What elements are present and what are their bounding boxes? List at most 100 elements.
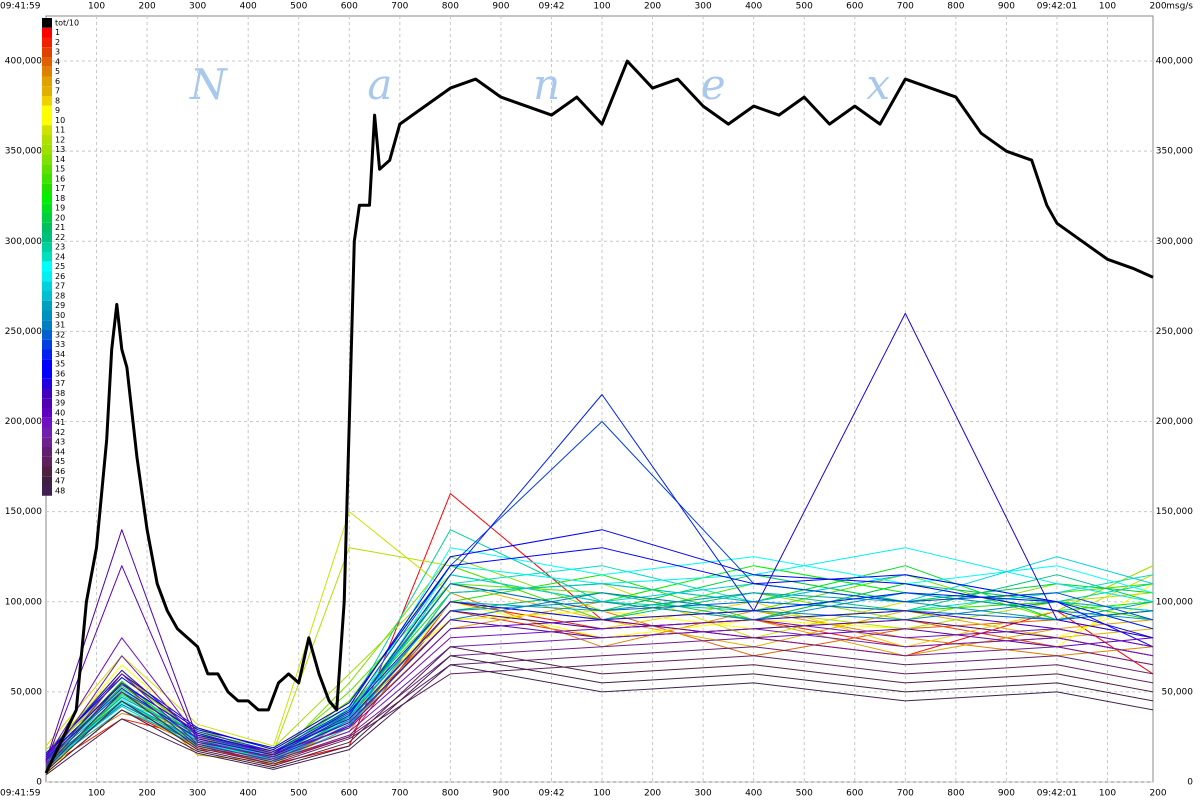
legend-label: 32: [55, 330, 65, 339]
x-tick-label: 800: [442, 789, 459, 799]
channel-line: [45, 664, 1154, 776]
legend-swatch: [42, 310, 52, 321]
legend-swatch: [42, 154, 52, 165]
x-tick-label-top: 600: [341, 2, 358, 12]
legend-label: 34: [55, 350, 65, 359]
legend-swatch: [42, 47, 52, 57]
y-tick-label: 400,000: [5, 57, 42, 67]
y-tick-label: 350,000: [5, 147, 42, 157]
x-tick-label-top: 400: [745, 2, 762, 12]
legend-swatch: [42, 359, 52, 369]
legend-swatch: [42, 144, 52, 155]
x-tick-label: 100: [88, 789, 105, 799]
legend-swatch: [42, 115, 52, 126]
legend-swatch: [42, 252, 52, 262]
x-tick-label: 300: [695, 789, 712, 799]
legend-label: 19: [55, 204, 65, 213]
channel-line: [45, 646, 1154, 772]
legend-swatch: [42, 349, 52, 360]
x-tick-label: 700: [897, 789, 914, 799]
legend-label: 18: [55, 194, 65, 203]
x-tick-label-top: 600: [846, 2, 863, 12]
x-tick-label-top: 200: [139, 2, 156, 12]
y-unit: msg/s: [1166, 2, 1193, 12]
legend-label: 36: [55, 369, 65, 378]
channel-line: [45, 619, 1154, 759]
channel-line: [45, 547, 1154, 770]
x-tick-label-top: 500: [796, 2, 813, 12]
legend-swatch: [42, 76, 52, 87]
legend-swatch: [42, 86, 52, 96]
legend-swatch: [42, 388, 52, 399]
y-tick-label: 200,000: [5, 417, 42, 427]
x-tick-label: 800: [947, 789, 964, 799]
legend-label: 46: [55, 467, 65, 476]
x-tick-label-top: 100: [593, 2, 610, 12]
legend-swatch: [42, 427, 52, 438]
legend-swatch: [42, 37, 52, 48]
legend-label: 47: [55, 477, 65, 486]
legend-label: 17: [55, 184, 65, 193]
legend-swatch: [42, 300, 52, 311]
legend-label: 28: [55, 291, 65, 300]
legend-label: 1: [55, 28, 60, 37]
y-tick-label-right: 100,000: [1156, 597, 1193, 607]
x-tick-label: 700: [391, 789, 408, 799]
legend-label: 44: [55, 447, 65, 456]
legend-label: 31: [55, 321, 65, 330]
x-tick-label: 200: [1149, 789, 1166, 799]
x-tick-label-top: 300: [189, 2, 206, 12]
x-tick-label: 400: [240, 789, 257, 799]
legend-swatch: [42, 96, 52, 106]
x-tick-label: 09:41:59: [0, 789, 41, 799]
y-tick-label-right: 0: [1187, 778, 1193, 788]
total-line: [44, 59, 1154, 774]
y-tick-label-right: 400,000: [1156, 57, 1193, 67]
x-tick-label: 200: [139, 789, 156, 799]
y-tick-label: 250,000: [5, 327, 42, 337]
legend-swatch: [42, 369, 52, 379]
legend-label: 29: [55, 301, 65, 310]
x-tick-label-top: 700: [897, 2, 914, 12]
legend-label: 48: [55, 486, 65, 495]
legend-label: 35: [55, 360, 65, 369]
legend-swatch: [42, 320, 52, 330]
channel-line: [45, 529, 1154, 756]
x-tick-label: 900: [492, 789, 509, 799]
legend-label: 8: [55, 96, 60, 105]
legend-swatch: [42, 66, 52, 77]
legend-swatch: [42, 466, 52, 477]
legend-label: 26: [55, 272, 65, 281]
legend-label: 11: [55, 126, 65, 135]
legend-label: 5: [55, 67, 60, 76]
legend-swatch: [42, 193, 52, 204]
legend-swatch: [42, 57, 52, 67]
x-tick-label: 900: [998, 789, 1015, 799]
x-tick-label-top: 700: [391, 2, 408, 12]
legend-label: 25: [55, 262, 65, 271]
legend-label: 45: [55, 457, 65, 466]
legend-swatch: [42, 408, 52, 418]
legend-label: 38: [55, 389, 65, 398]
legend-swatch: [42, 105, 52, 116]
channel-line: [45, 610, 1154, 758]
legend-swatch: [42, 437, 52, 447]
channel-line: [45, 394, 1154, 761]
legend-label: 42: [55, 428, 65, 437]
legend-label: 30: [55, 311, 65, 320]
legend-swatch: [42, 242, 52, 252]
legend-swatch: [42, 222, 52, 233]
x-tick-label: 400: [745, 789, 762, 799]
y-tick-label-right: 200,000: [1156, 417, 1193, 427]
y-tick-label-right: 150,000: [1156, 507, 1193, 517]
y-tick-label: 300,000: [5, 237, 42, 247]
x-tick-label: 09:42:01: [1037, 789, 1077, 799]
x-tick-label: 09:42: [539, 789, 565, 799]
x-tick-label: 100: [593, 789, 610, 799]
legend-swatch: [42, 417, 52, 428]
x-tick-label-top: 900: [998, 2, 1015, 12]
y-tick-label: 150,000: [5, 507, 42, 517]
legend-label: 3: [55, 48, 60, 57]
legend-label: 21: [55, 223, 65, 232]
